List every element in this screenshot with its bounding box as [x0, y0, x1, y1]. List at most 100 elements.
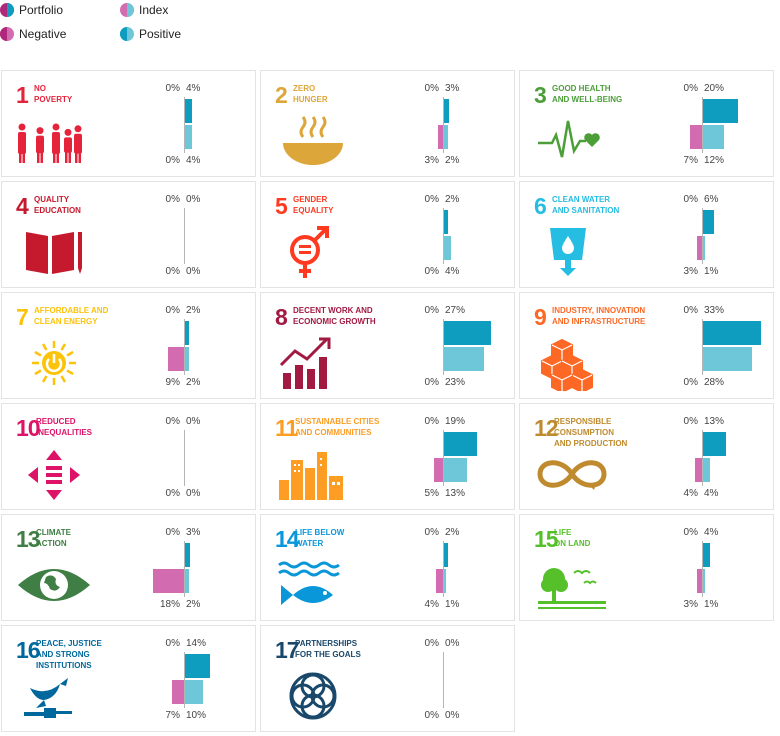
index-negative-bar: [152, 569, 184, 593]
goal-title: CLIMATE ACTION: [36, 528, 71, 548]
goal-title: RESPONSIBLE CONSUMPTION AND PRODUCTION: [554, 417, 628, 448]
sdg-card-13: 13 CLIMATE ACTION 0% 3% 18% 2%: [1, 514, 256, 621]
goal-bar-chart: 0% 0% 0% 0%: [150, 194, 252, 279]
sdg-card-14: 14 LIFE BELOW WATER 0% 2% 4% 1%: [260, 514, 515, 621]
portfolio-positive-label: 20%: [704, 83, 725, 94]
zero-axis: [443, 652, 444, 708]
goal-number: 2: [275, 82, 288, 108]
index-negative-bar: [695, 458, 702, 482]
goal-bar-chart: 0% 33% 0% 28%: [668, 305, 770, 390]
legend-item-positive: Positive: [120, 24, 181, 44]
index-positive-bar: [703, 347, 752, 371]
index-positive-bar: [185, 680, 203, 704]
goal-number: 15: [534, 526, 559, 552]
portfolio-positive-label: 2%: [445, 527, 460, 538]
index-positive-bar: [703, 458, 710, 482]
goal-bar-chart: 0% 19% 5% 13%: [409, 416, 511, 501]
zero-axis: [443, 208, 444, 264]
goal-number: 6: [534, 193, 547, 219]
sdg-card-17: 17 PARTNERSHIPS FOR THE GOALS 0% 0% 0% 0…: [260, 625, 515, 732]
portfolio-negative-label: 0%: [165, 83, 180, 94]
index-negative-label: 0%: [424, 377, 439, 388]
sdg-card-9: 9 INDUSTRY, INNOVATION AND INFRASTRUCTUR…: [519, 292, 774, 399]
index-positive-label: 2%: [445, 155, 460, 166]
goal-bar-chart: 0% 6% 3% 1%: [668, 194, 770, 279]
index-positive-label: 1%: [445, 599, 460, 610]
sdg-card-4: 4 QUALITY EDUCATION 0% 0% 0% 0%: [1, 181, 256, 288]
sdg-card-11: 11 SUSTAINABLE CITIES AND COMMUNITIES 0%…: [260, 403, 515, 510]
portfolio-positive-bar: [444, 432, 478, 456]
portfolio-positive-label: 0%: [186, 416, 201, 427]
zero-axis: [184, 97, 185, 153]
index-negative-label: 3%: [683, 599, 698, 610]
cubes-icon: [534, 335, 610, 394]
legend-label-positive: Positive: [139, 27, 182, 41]
goal-title: QUALITY EDUCATION: [34, 195, 81, 215]
goal-bar-chart: 0% 20% 7% 12%: [668, 83, 770, 168]
goal-bar-chart: 0% 2% 0% 4%: [409, 194, 511, 279]
portfolio-negative-label: 0%: [165, 416, 180, 427]
portfolio-positive-bar: [444, 99, 450, 123]
portfolio-positive-label: 0%: [186, 194, 201, 205]
legend-item-negative: Negative: [0, 24, 66, 44]
positive-swatch-icon: [120, 27, 134, 41]
book-icon: [16, 224, 92, 280]
legend-label-negative: Negative: [19, 27, 67, 41]
goal-number: 3: [534, 82, 547, 108]
index-negative-label: 3%: [424, 155, 439, 166]
goal-number: 10: [16, 415, 41, 441]
index-positive-bar: [703, 125, 724, 149]
equality-arrows-icon: [16, 446, 92, 502]
index-positive-bar: [703, 569, 705, 593]
portfolio-positive-bar: [444, 543, 448, 567]
zero-axis: [443, 541, 444, 597]
goal-number: 12: [534, 415, 559, 441]
index-positive-bar: [185, 569, 189, 593]
index-positive-bar: [444, 236, 451, 260]
index-positive-bar: [444, 458, 467, 482]
index-positive-bar: [444, 569, 446, 593]
sdg-card-16: 16 PEACE, JUSTICE AND STRONG INSTITUTION…: [1, 625, 256, 732]
index-negative-label: 7%: [683, 155, 698, 166]
goal-number: 11: [275, 415, 298, 441]
portfolio-negative-label: 0%: [424, 305, 439, 316]
index-positive-label: 0%: [186, 266, 201, 277]
portfolio-positive-label: 3%: [186, 527, 201, 538]
goal-bar-chart: 0% 2% 9% 2%: [150, 305, 252, 390]
goal-number: 16: [16, 637, 41, 663]
zero-axis: [702, 430, 703, 486]
index-positive-bar: [444, 125, 448, 149]
goal-title: ZERO HUNGER: [293, 84, 328, 104]
tree-birds-icon: [534, 557, 610, 613]
bowl-icon: [275, 113, 351, 169]
portfolio-positive-label: 33%: [704, 305, 725, 316]
portfolio-negative-label: 0%: [683, 194, 698, 205]
portfolio-negative-label: 0%: [165, 638, 180, 649]
portfolio-positive-bar: [185, 654, 210, 678]
zero-axis: [184, 319, 185, 375]
portfolio-negative-label: 0%: [165, 305, 180, 316]
goal-title: PARTNERSHIPS FOR THE GOALS: [295, 639, 361, 659]
zero-axis: [702, 319, 703, 375]
goal-bar-chart: 0% 4% 0% 4%: [150, 83, 252, 168]
index-negative-bar: [696, 569, 702, 593]
family-icon: [16, 113, 92, 169]
goal-title: DECENT WORK AND ECONOMIC GROWTH: [293, 306, 376, 326]
index-positive-label: 4%: [704, 488, 719, 499]
index-positive-bar: [703, 236, 705, 260]
portfolio-positive-bar: [703, 321, 761, 345]
goal-title: SUSTAINABLE CITIES AND COMMUNITIES: [295, 417, 380, 437]
portfolio-negative-label: 0%: [165, 194, 180, 205]
goal-bar-chart: 0% 4% 3% 1%: [668, 527, 770, 612]
index-negative-label: 4%: [424, 599, 439, 610]
zero-axis: [443, 430, 444, 486]
portfolio-positive-label: 27%: [445, 305, 466, 316]
index-negative-label: 9%: [165, 377, 180, 388]
index-positive-label: 4%: [186, 155, 201, 166]
index-negative-bar: [171, 680, 184, 704]
sdg-card-6: 6 CLEAN WATER AND SANITATION 0% 6% 3% 1%: [519, 181, 774, 288]
legend-item-index: Index: [120, 0, 168, 20]
portfolio-positive-label: 3%: [445, 83, 460, 94]
sdg-card-12: 12 RESPONSIBLE CONSUMPTION AND PRODUCTIO…: [519, 403, 774, 510]
goal-number: 8: [275, 304, 288, 330]
